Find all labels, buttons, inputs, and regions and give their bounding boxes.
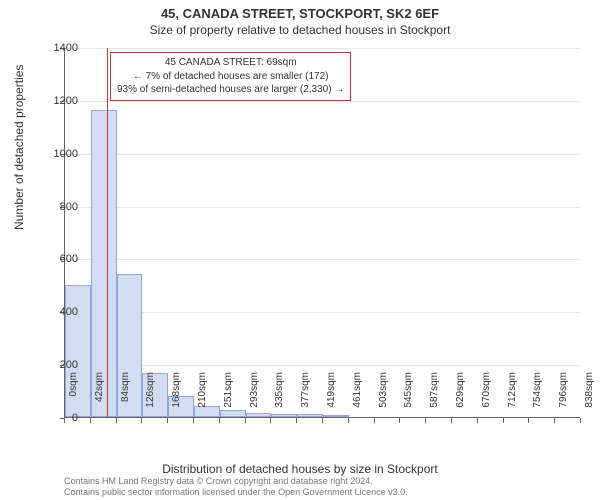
y-tick-label: 400 <box>38 306 78 318</box>
chart-area: 45 CANADA STREET: 69sqm← 7% of detached … <box>64 48 580 418</box>
y-tick-label: 1400 <box>38 42 78 54</box>
footer-line-1: Contains HM Land Registry data © Crown c… <box>64 476 408 487</box>
y-tick-label: 0 <box>38 412 78 424</box>
x-tick-label: 587sqm <box>429 372 440 422</box>
footer-attribution: Contains HM Land Registry data © Crown c… <box>64 476 408 499</box>
x-tick-mark <box>116 418 117 423</box>
y-tick-label: 800 <box>38 201 78 213</box>
x-tick-label: 42sqm <box>94 372 105 422</box>
x-tick-label: 335sqm <box>274 372 285 422</box>
x-tick-label: 84sqm <box>120 372 131 422</box>
x-tick-label: 503sqm <box>378 372 389 422</box>
x-tick-mark <box>167 418 168 423</box>
grid-line <box>65 154 580 155</box>
y-tick-label: 200 <box>38 359 78 371</box>
x-tick-mark <box>425 418 426 423</box>
grid-line <box>65 101 580 102</box>
property-marker-line <box>107 48 108 417</box>
x-tick-label: 796sqm <box>558 372 569 422</box>
grid-line <box>65 48 580 49</box>
title-block: 45, CANADA STREET, STOCKPORT, SK2 6EF Si… <box>0 0 600 37</box>
annotation-line: 45 CANADA STREET: 69sqm <box>117 56 344 70</box>
x-tick-mark <box>322 418 323 423</box>
x-tick-mark <box>296 418 297 423</box>
x-tick-label: 210sqm <box>197 372 208 422</box>
x-tick-label: 461sqm <box>352 372 363 422</box>
x-tick-mark <box>90 418 91 423</box>
y-tick-label: 600 <box>38 253 78 265</box>
x-tick-label: 712sqm <box>507 372 518 422</box>
grid-line <box>65 259 580 260</box>
x-tick-mark <box>348 418 349 423</box>
grid-line <box>65 207 580 208</box>
x-tick-mark <box>270 418 271 423</box>
x-tick-mark <box>554 418 555 423</box>
x-tick-label: 670sqm <box>481 372 492 422</box>
x-tick-label: 377sqm <box>300 372 311 422</box>
x-tick-mark <box>477 418 478 423</box>
x-tick-mark <box>399 418 400 423</box>
x-tick-mark <box>245 418 246 423</box>
x-tick-mark <box>580 418 581 423</box>
x-tick-label: 838sqm <box>584 372 595 422</box>
x-tick-mark <box>451 418 452 423</box>
annotation-line: ← 7% of detached houses are smaller (172… <box>117 70 344 84</box>
x-tick-label: 419sqm <box>326 372 337 422</box>
annotation-line: 93% of semi-detached houses are larger (… <box>117 83 344 97</box>
x-tick-label: 545sqm <box>403 372 414 422</box>
footer-line-2: Contains public sector information licen… <box>64 487 408 498</box>
main-title: 45, CANADA STREET, STOCKPORT, SK2 6EF <box>0 6 600 21</box>
x-tick-label: 754sqm <box>532 372 543 422</box>
x-tick-label: 126sqm <box>145 372 156 422</box>
x-tick-mark <box>193 418 194 423</box>
x-tick-label: 293sqm <box>249 372 260 422</box>
y-tick-label: 1200 <box>38 95 78 107</box>
annotation-box: 45 CANADA STREET: 69sqm← 7% of detached … <box>110 52 351 101</box>
x-tick-mark <box>141 418 142 423</box>
x-axis-label: Distribution of detached houses by size … <box>0 462 600 476</box>
x-tick-mark <box>374 418 375 423</box>
x-tick-label: 629sqm <box>455 372 466 422</box>
y-tick-label: 1000 <box>38 148 78 160</box>
x-tick-mark <box>219 418 220 423</box>
x-tick-mark <box>503 418 504 423</box>
y-axis-label: Number of detached properties <box>12 65 26 230</box>
x-tick-mark <box>528 418 529 423</box>
x-tick-label: 251sqm <box>223 372 234 422</box>
x-tick-label: 168sqm <box>171 372 182 422</box>
plot-area: 45 CANADA STREET: 69sqm← 7% of detached … <box>64 48 580 418</box>
sub-title: Size of property relative to detached ho… <box>0 23 600 37</box>
